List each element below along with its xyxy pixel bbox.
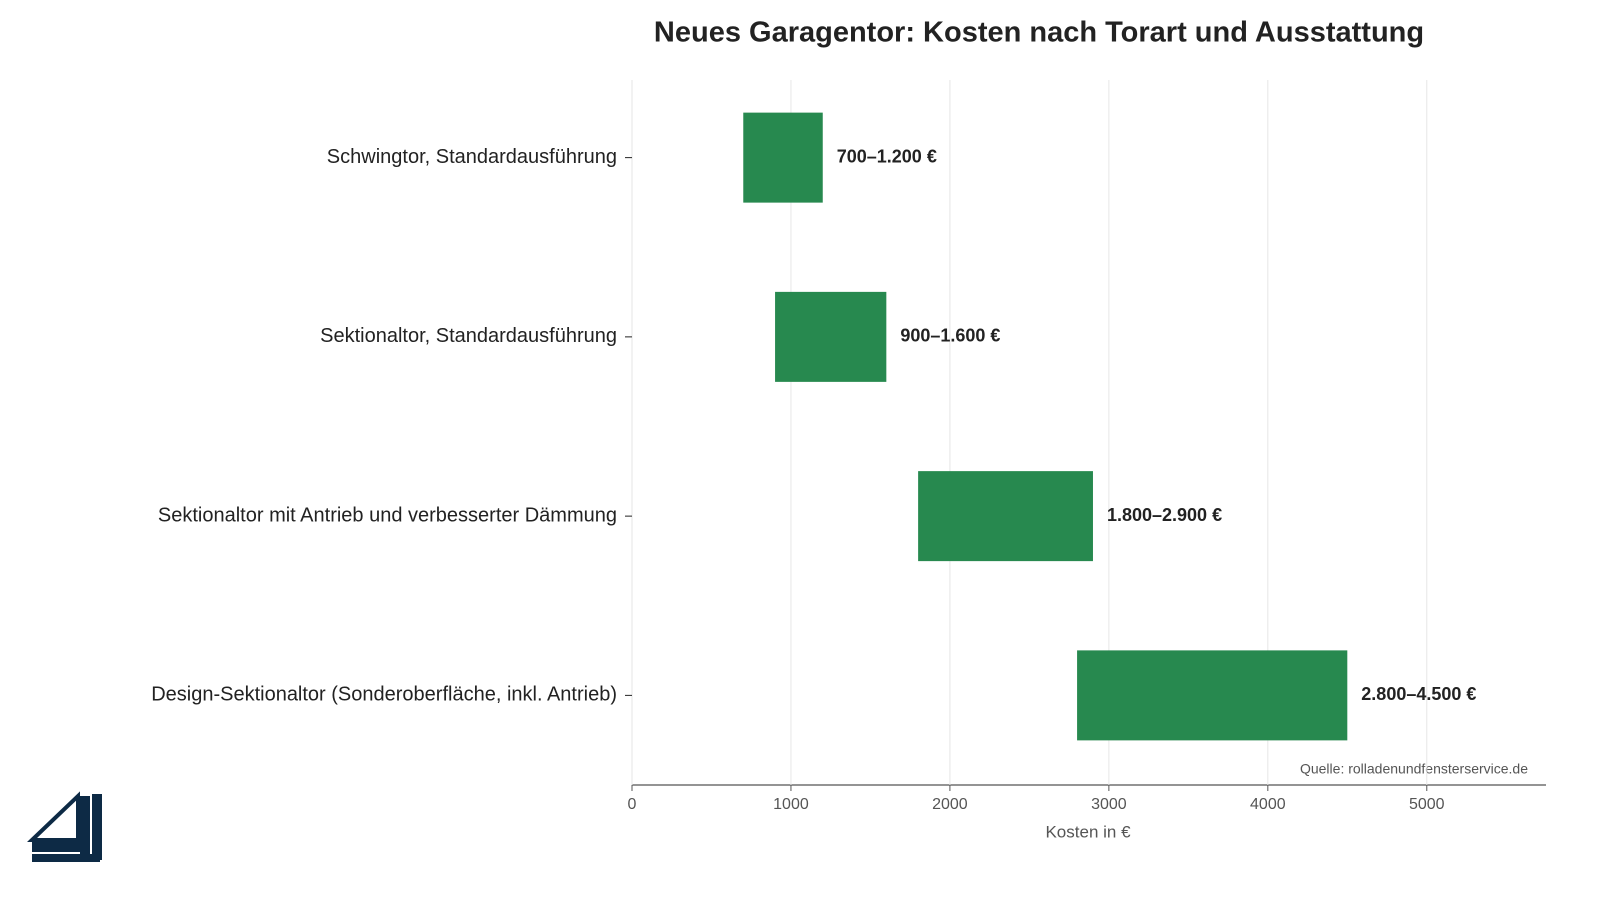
x-tick-label: 3000	[1091, 796, 1127, 813]
x-tick-label: 4000	[1250, 796, 1286, 813]
x-tick-label: 5000	[1409, 796, 1445, 813]
x-tick-label: 1000	[773, 796, 809, 813]
y-tick-label: Sektionaltor, Standardausführung	[320, 325, 617, 347]
value-label: 900–1.600 €	[900, 326, 1000, 346]
x-tick-label: 2000	[932, 796, 968, 813]
source-note: Quelle: rolladenundfensterservice.de	[1300, 761, 1528, 777]
x-axis-label: Kosten in €	[1045, 822, 1131, 841]
value-label: 2.800–4.500 €	[1361, 684, 1476, 704]
y-tick-label: Sektionaltor mit Antrieb und verbesserte…	[158, 504, 617, 526]
chart-title: Neues Garagentor: Kosten nach Torart und…	[654, 17, 1424, 49]
bar	[775, 291, 887, 382]
value-label: 700–1.200 €	[837, 146, 937, 166]
y-tick-label: Design-Sektionaltor (Sonderoberfläche, i…	[151, 684, 617, 706]
bar	[918, 471, 1093, 562]
y-tick-label: Schwingtor, Standardausführung	[327, 146, 617, 168]
bar	[743, 112, 823, 203]
bar	[1077, 650, 1348, 741]
value-label: 1.800–2.900 €	[1107, 505, 1222, 525]
x-tick-label: 0	[628, 796, 637, 813]
logo	[27, 791, 102, 862]
